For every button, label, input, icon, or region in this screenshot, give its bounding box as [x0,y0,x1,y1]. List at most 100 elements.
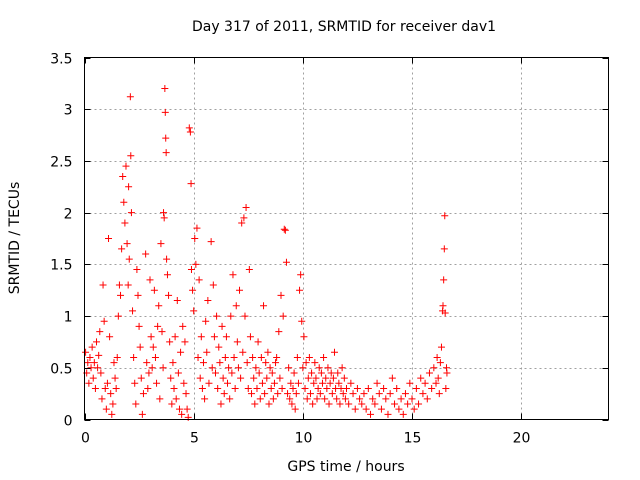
data-point [254,338,262,346]
data-point [371,400,379,408]
data-point [260,302,268,310]
data-point [340,374,348,382]
data-point [170,384,178,392]
data-point [339,390,347,398]
data-point [437,343,445,351]
data-point [362,405,370,413]
data-point [123,240,131,248]
data-point [151,353,159,361]
data-point [199,359,207,367]
data-point [353,384,361,392]
data-point [412,384,420,392]
y-tick-label: 0.5 [50,362,72,378]
data-point [323,384,331,392]
data-point [234,364,242,372]
data-point [153,379,161,387]
y-tick-label: 3 [64,103,73,119]
x-tick-label: 10 [295,431,313,447]
data-point [284,390,292,398]
data-point [159,364,167,372]
data-point [102,405,110,413]
data-point [399,410,407,418]
data-point [90,359,98,367]
data-point [167,374,175,382]
data-point [162,149,170,157]
data-point [100,317,108,325]
data-point [289,384,297,392]
data-point [158,328,166,336]
data-point [281,226,289,234]
data-point [263,374,271,382]
data-point [237,374,245,382]
data-point [279,312,287,320]
data-point [187,180,195,188]
data-point [91,384,99,392]
data-point [294,379,302,387]
data-point [246,333,254,341]
data-point [321,395,329,403]
data-point [419,390,427,398]
data-point [232,302,240,310]
data-point [196,374,204,382]
data-point [326,379,334,387]
data-point [157,240,165,248]
x-axis-label: GPS time / hours [287,459,404,475]
data-point [255,369,263,377]
data-point [132,400,140,408]
data-point [219,374,227,382]
data-point [138,410,146,418]
data-point [124,281,132,289]
data-point [95,351,103,359]
data-point [285,364,293,372]
data-point [156,395,164,403]
data-point [98,395,106,403]
y-tick-label: 3.5 [50,52,72,68]
data-point [227,312,235,320]
data-point [93,338,101,346]
data-point [393,384,401,392]
data-point [115,281,123,289]
data-point [239,348,247,356]
data-point [161,108,169,116]
data-point [253,384,261,392]
data-point [190,307,198,315]
data-point [297,271,305,279]
data-point [121,219,129,227]
data-point [336,400,344,408]
data-point [109,400,117,408]
data-point [406,379,414,387]
data-point [131,379,139,387]
data-point [430,364,438,372]
data-point [183,405,191,413]
data-point [375,390,383,398]
data-point [317,369,325,377]
plot-frame [84,57,609,420]
data-point [257,353,265,361]
data-point [173,297,181,305]
data-point [224,379,232,387]
data-point [85,379,93,387]
data-point [328,390,336,398]
data-point [180,379,188,387]
data-point [275,328,283,336]
data-point [351,405,359,413]
data-point [423,395,431,403]
data-point [129,307,137,315]
data-point [270,379,278,387]
x-tick-label: 15 [404,431,422,447]
y-tick-label: 1.5 [50,258,72,274]
data-point [258,379,266,387]
data-point [288,400,296,408]
data-point [242,203,250,211]
data-point [107,390,115,398]
data-point [417,374,425,382]
data-point [243,359,251,367]
data-point [435,390,443,398]
data-point [147,333,155,341]
data-point [146,276,154,284]
data-point [174,369,182,377]
data-point [315,364,323,372]
data-point [217,400,225,408]
data-point [185,124,193,132]
data-point [155,302,163,310]
